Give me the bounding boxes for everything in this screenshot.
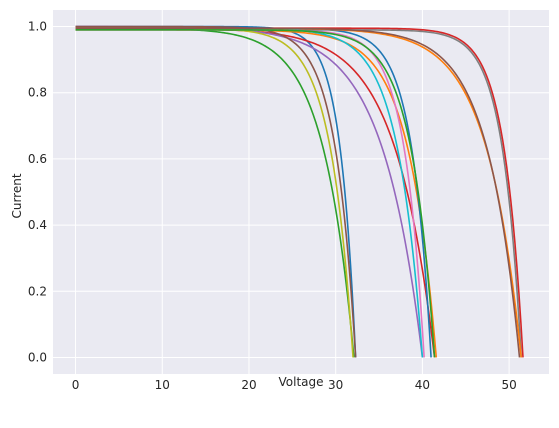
plot-area xyxy=(53,10,549,374)
series-line-6 xyxy=(75,25,357,358)
series-line-15 xyxy=(75,27,521,358)
y-tick-label: 0.0 xyxy=(28,350,47,364)
x-tick-label: 20 xyxy=(241,378,256,392)
x-tick-label: 10 xyxy=(155,378,170,392)
y-axis-label: Current xyxy=(10,173,24,218)
y-tick-label: 0.8 xyxy=(28,86,47,100)
y-tick-label: 0.6 xyxy=(28,152,47,166)
series-group xyxy=(75,25,524,358)
x-tick-label: 40 xyxy=(415,378,430,392)
series-line-13 xyxy=(75,29,436,358)
x-axis-label: Voltage xyxy=(278,375,323,389)
tick-labels: 0 10 20 30 40 50 0.0 0.2 0.4 0.6 0.8 1.0 xyxy=(28,20,517,392)
y-tick-label: 1.0 xyxy=(28,20,47,34)
x-tick-label: 30 xyxy=(328,378,343,392)
x-tick-label: 50 xyxy=(501,378,516,392)
y-tick-label: 0.2 xyxy=(28,284,47,298)
x-tick-label: 0 xyxy=(72,378,80,392)
y-tick-label: 0.4 xyxy=(28,218,47,232)
